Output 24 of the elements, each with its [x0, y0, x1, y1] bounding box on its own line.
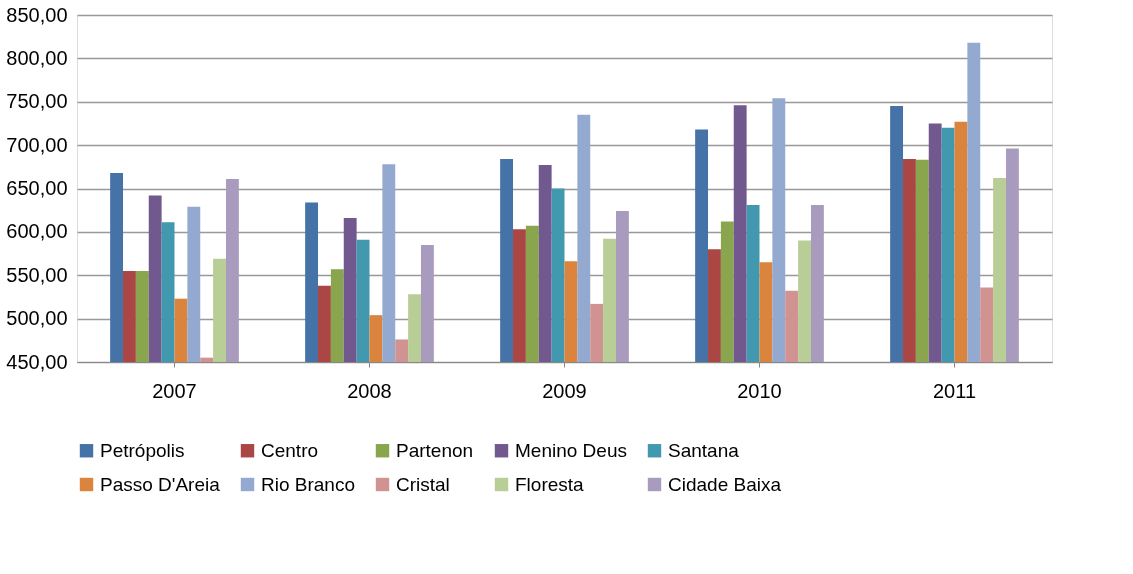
y-tick-label: 500,00 — [6, 307, 68, 330]
legend-label: Passo D'Areia — [100, 473, 221, 495]
legend-label: Rio Branco — [261, 473, 355, 495]
legend-label: Santana — [668, 439, 740, 461]
x-tick-label: 2009 — [542, 379, 587, 402]
x-tick-label: 2010 — [737, 379, 782, 402]
legend-label: Cristal — [396, 473, 450, 495]
legend-label: Centro — [261, 439, 319, 461]
legend-label: Floresta — [515, 473, 585, 495]
y-tick-label: 600,00 — [6, 220, 68, 243]
legend-label: Partenon — [396, 439, 474, 461]
legend-label: Menino Deus — [515, 439, 627, 461]
x-tick-label: 2007 — [152, 379, 197, 402]
y-tick-label: 750,00 — [6, 90, 68, 113]
x-tick-label: 2008 — [347, 379, 392, 402]
y-tick-label: 450,00 — [6, 350, 68, 373]
y-tick-label: 850,00 — [6, 3, 68, 26]
y-tick-label: 800,00 — [6, 46, 68, 69]
legend-label: Cidade Baixa — [668, 473, 782, 495]
y-tick-label: 550,00 — [6, 263, 68, 286]
legend-label: Petrópolis — [100, 439, 185, 461]
y-tick-label: 700,00 — [6, 133, 68, 156]
y-tick-label: 650,00 — [6, 177, 68, 199]
x-tick-label: 2011 — [932, 379, 977, 402]
